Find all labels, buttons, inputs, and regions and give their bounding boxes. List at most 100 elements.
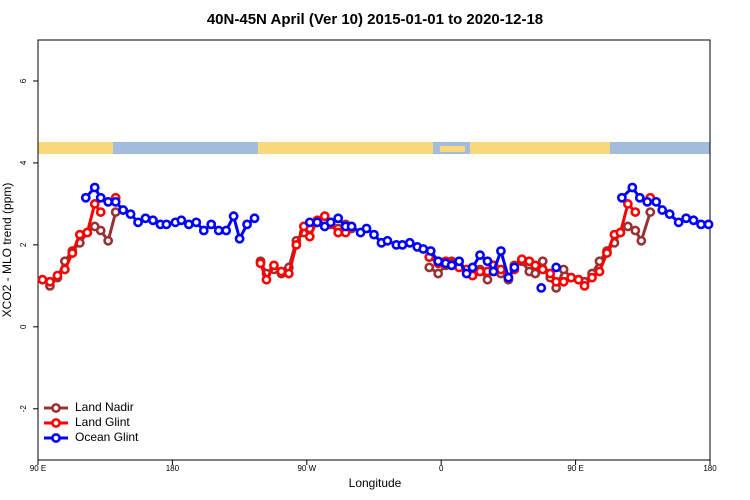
point: [95, 207, 106, 217]
point: [333, 213, 344, 224]
point: [509, 262, 520, 273]
x-tick-label: 90 E: [30, 464, 46, 473]
point: [82, 227, 93, 238]
y-tick-label: 4: [19, 160, 28, 165]
point: [551, 276, 562, 287]
point: [304, 231, 315, 242]
point: [642, 196, 653, 207]
point: [52, 270, 63, 281]
x-tick-label: 180: [166, 464, 180, 473]
point: [183, 219, 194, 230]
point: [530, 260, 541, 271]
point: [249, 213, 260, 224]
y-tick-label: 6: [19, 78, 28, 83]
point: [622, 199, 633, 209]
point: [361, 223, 372, 234]
point: [696, 219, 706, 230]
point: [551, 262, 562, 273]
point: [545, 268, 556, 279]
point: [140, 213, 151, 224]
legend-label: Land Nadir: [75, 400, 134, 414]
y-axis-label: XCO2 - MLO trend (ppm): [0, 183, 14, 318]
legend-label: Ocean Glint: [75, 430, 139, 444]
point: [312, 217, 323, 228]
point: [587, 272, 597, 283]
point: [110, 207, 121, 217]
point: [103, 235, 114, 246]
point: [276, 266, 287, 277]
x-tick-label: 0: [439, 464, 444, 473]
point: [536, 283, 547, 293]
point: [283, 268, 294, 279]
point: [221, 225, 232, 236]
point: [206, 219, 217, 230]
point: [496, 246, 506, 256]
point: [622, 221, 633, 232]
legend-marker: [51, 403, 61, 413]
point: [503, 272, 514, 283]
point: [191, 217, 202, 228]
x-tick-label: 180: [703, 464, 717, 473]
point: [482, 274, 493, 285]
point: [397, 239, 408, 250]
point: [80, 192, 91, 203]
chart-title: 40N-45N April (Ver 10) 2015-01-01 to 202…: [207, 11, 543, 28]
point: [537, 256, 548, 267]
point: [530, 268, 541, 279]
point: [645, 207, 656, 217]
point: [110, 196, 121, 207]
point: [424, 262, 435, 273]
point: [634, 192, 645, 203]
point: [198, 225, 209, 236]
point: [346, 221, 357, 232]
point: [516, 254, 527, 265]
point: [579, 280, 590, 291]
point: [454, 256, 465, 267]
point: [148, 215, 158, 226]
point: [681, 213, 692, 224]
point: [89, 182, 100, 193]
point: [573, 274, 584, 285]
point: [59, 264, 70, 275]
point: [234, 233, 245, 244]
point: [269, 260, 279, 271]
point: [630, 207, 641, 217]
point: [496, 264, 506, 275]
point: [703, 219, 714, 230]
point: [418, 244, 429, 254]
point: [630, 225, 641, 236]
point: [594, 266, 605, 277]
point: [74, 229, 85, 240]
point: [45, 276, 55, 287]
point: [616, 192, 627, 203]
point: [228, 211, 239, 222]
point: [161, 219, 172, 230]
point: [566, 272, 577, 283]
point: [261, 274, 272, 285]
point: [133, 217, 143, 228]
point: [673, 217, 684, 228]
point: [95, 225, 106, 236]
land-sea-strip: [38, 142, 710, 154]
point: [369, 229, 379, 240]
point: [482, 256, 493, 267]
legend-marker: [51, 433, 61, 443]
point: [404, 237, 415, 248]
point: [651, 196, 662, 207]
point: [291, 239, 302, 250]
point: [688, 215, 699, 226]
point: [475, 250, 485, 261]
point: [242, 219, 252, 230]
point: [433, 268, 444, 279]
point: [213, 225, 224, 236]
point: [67, 248, 78, 258]
x-tick-label: 90 E: [567, 464, 583, 473]
legend-marker: [51, 418, 61, 428]
x-axis-label: Longitude: [349, 476, 402, 490]
legend-label: Land Glint: [75, 415, 130, 429]
point: [319, 211, 330, 222]
point: [382, 235, 393, 246]
point: [475, 266, 485, 277]
point: [433, 256, 444, 267]
